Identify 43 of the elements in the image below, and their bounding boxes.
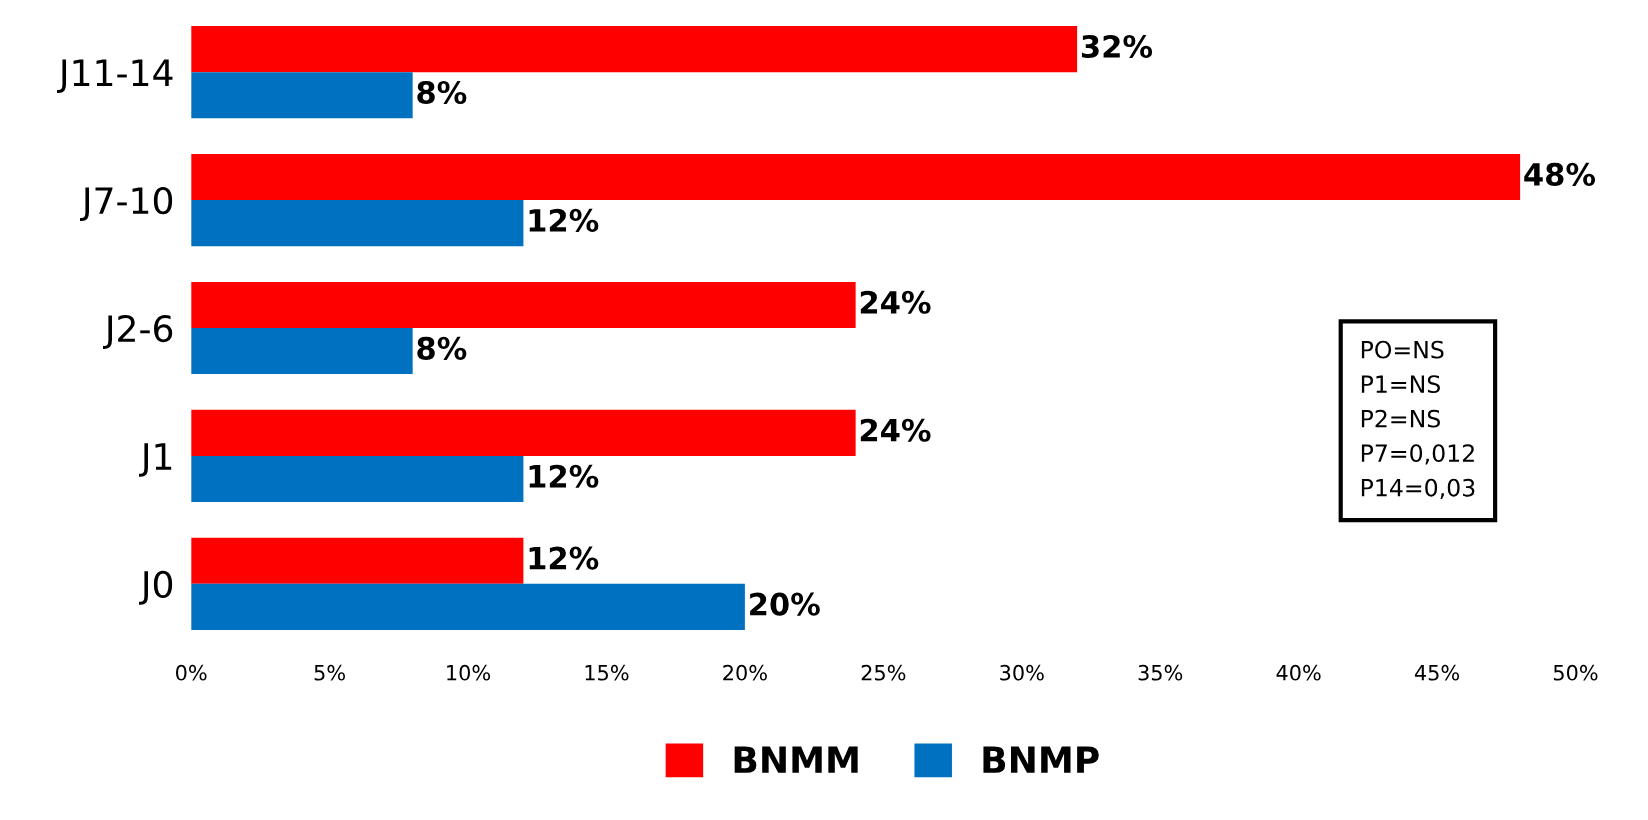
legend-label: BNMP (983, 746, 1099, 773)
y-tick-label: J1 (139, 443, 172, 477)
bar (191, 537, 524, 584)
x-tick-label: 40% (1276, 664, 1321, 681)
data-label: 48% (1524, 162, 1596, 186)
data-label: 12% (529, 546, 599, 570)
x-tick-label: 10% (447, 664, 491, 681)
legend-label: BNMM (734, 746, 858, 773)
bar (191, 200, 524, 247)
x-tick-label: 0% (176, 664, 207, 681)
bar (191, 409, 856, 456)
data-label: 12% (529, 208, 599, 232)
annotation: P7=0,012 (1361, 444, 1474, 465)
bar (191, 26, 1078, 73)
annotation: P1=NS (1361, 375, 1440, 394)
bar (191, 154, 1521, 201)
data-label: 32% (1081, 34, 1153, 58)
x-tick-label: 50% (1553, 664, 1598, 681)
data-label: 8% (417, 336, 467, 360)
x-tick-label: 20% (723, 664, 767, 681)
x-tick-label: 15% (585, 664, 629, 681)
y-tick-label: J2-6 (103, 314, 173, 349)
x-tick-label: 35% (1138, 664, 1183, 681)
data-label: 8% (417, 80, 467, 105)
y-tick-label: J0 (139, 570, 173, 605)
x-tick-label: 25% (861, 664, 906, 681)
x-tick-label: 5% (314, 664, 345, 681)
annotation: P2=NS (1361, 409, 1440, 428)
x-tick-label: 45% (1414, 664, 1460, 681)
bar (191, 72, 413, 119)
annotation: P14=0,03 (1361, 478, 1475, 500)
x-tick-label: 30% (1000, 664, 1044, 681)
bar (191, 583, 745, 630)
data-label: 24% (860, 418, 931, 442)
y-tick-label: J7-10 (80, 187, 173, 222)
bar (191, 328, 413, 375)
bar (191, 281, 856, 328)
data-label: 24% (860, 290, 931, 314)
annotation: PO=NS (1361, 340, 1444, 359)
data-label: 12% (529, 464, 599, 488)
data-label: 20% (750, 592, 820, 616)
y-tick-label: J11-14 (57, 59, 173, 94)
bar (191, 455, 524, 502)
